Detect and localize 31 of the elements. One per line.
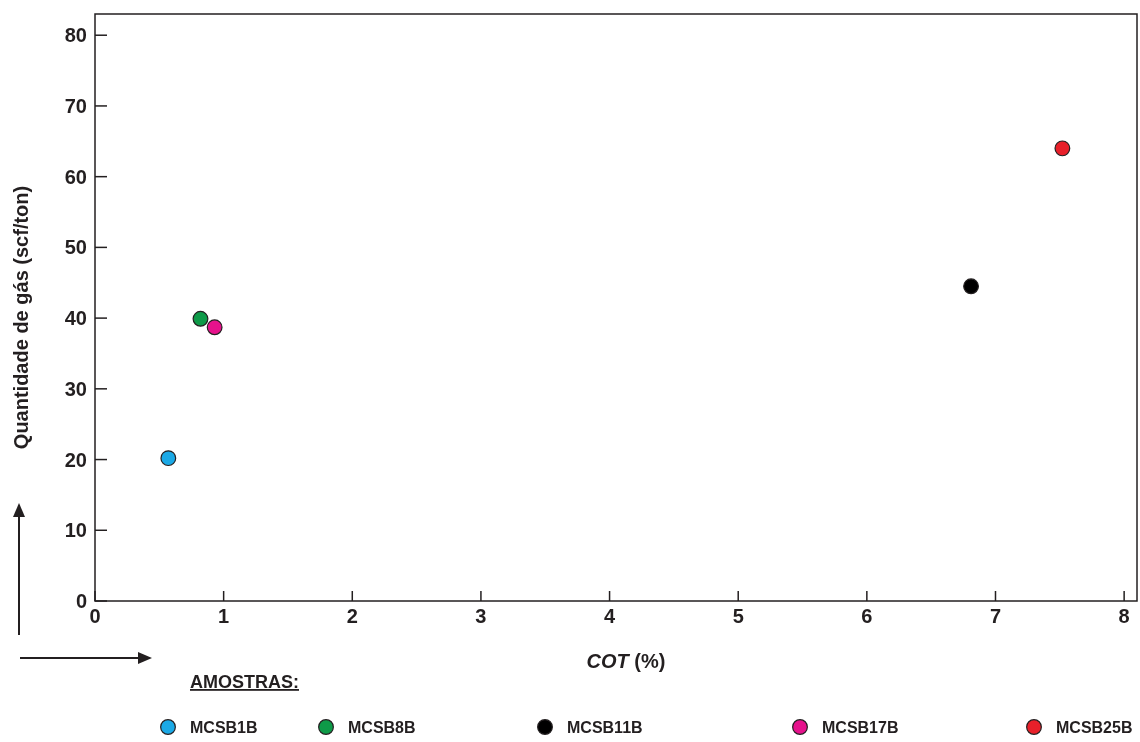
legend-label: MCSB11B	[567, 718, 643, 736]
point	[1054, 140, 1071, 157]
y-axis-title: Quantidade de gás (scf/ton)	[10, 185, 32, 450]
point	[206, 319, 223, 336]
x-tick-label: 4	[604, 605, 617, 627]
x-tick-label: 1	[218, 605, 230, 627]
y-tick-label: 70	[64, 94, 87, 117]
y-tick-label: 40	[64, 307, 87, 330]
y-tick-label: 0	[75, 590, 87, 612]
y-tick-label: 30	[64, 377, 87, 400]
y-tick-label: 60	[64, 165, 87, 188]
x-axis-title: COT (%)	[586, 650, 666, 672]
legend-label: MCSB1B	[190, 718, 258, 736]
y-tick-label: 50	[64, 236, 87, 259]
y-tick-label: 20	[64, 448, 87, 471]
x-tick-label: 3	[475, 605, 487, 627]
x-tick-label: 0	[89, 605, 101, 627]
point	[160, 450, 177, 467]
legend-label: MCSB25B	[1056, 718, 1133, 736]
legend-label: MCSB17B	[822, 718, 899, 736]
x-tick-label: 6	[861, 605, 873, 627]
x-tick-label: 7	[989, 605, 1002, 627]
y-tick-label: 80	[64, 24, 87, 47]
legend-title: AMOSTRAS:	[190, 672, 299, 692]
x-tick-label: 5	[732, 605, 744, 627]
y-tick-label: 10	[64, 519, 87, 542]
point	[192, 310, 209, 327]
x-tick-label: 2	[346, 605, 358, 627]
legend-label: MCSB8B	[348, 718, 416, 736]
point	[963, 278, 980, 295]
x-tick-label: 8	[1118, 605, 1130, 627]
